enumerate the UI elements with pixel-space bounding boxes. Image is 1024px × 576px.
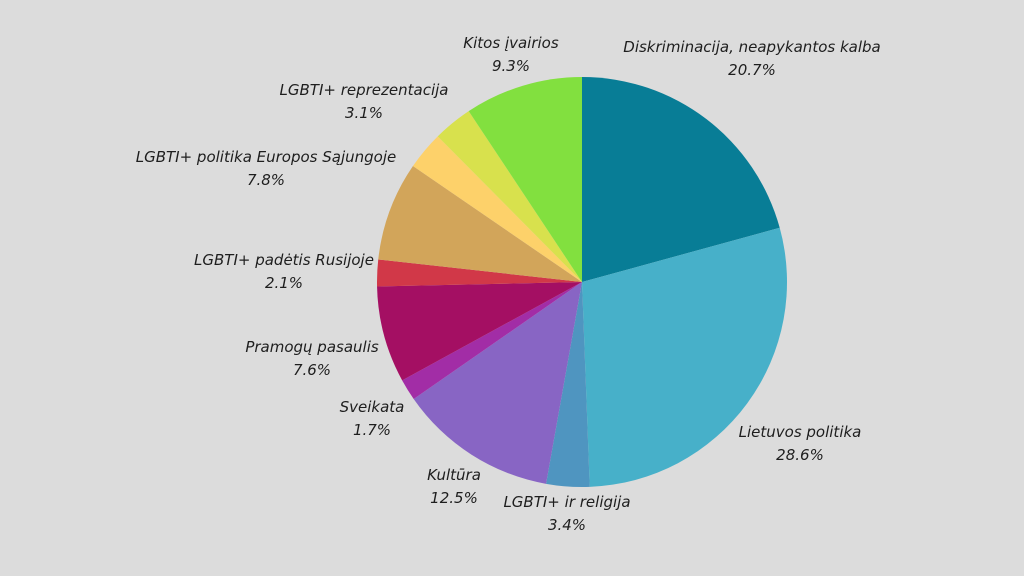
slice-label: LGBTI+ politika Europos Sąjungoje	[136, 148, 397, 166]
slice-percentage: 28.6%	[776, 446, 824, 464]
slice-label: LGBTI+ reprezentacija	[280, 81, 449, 99]
slice-percentage: 9.3%	[492, 57, 530, 75]
pie-slice-9	[437, 111, 582, 283]
slice-percentage: 3.1%	[345, 104, 383, 122]
pie-slice-8	[412, 136, 582, 282]
slice-percentage: 20.7%	[728, 61, 776, 79]
slice-percentage: 1.7%	[353, 421, 391, 439]
slice-label: Kultūra	[427, 466, 481, 484]
slice-percentage: 3.4%	[548, 516, 586, 534]
pie-slice-1	[582, 227, 788, 487]
pie-slice-0	[582, 77, 780, 282]
slice-label: LGBTI+ padėtis Rusijoje	[194, 251, 374, 269]
slice-percentage: 2.1%	[265, 274, 303, 292]
pie-slice-5	[377, 282, 582, 381]
slice-label: Pramogų pasaulis	[245, 338, 379, 356]
pie-slice-2	[546, 282, 590, 487]
pie-slice-4	[402, 282, 582, 400]
pie-slice-7	[378, 166, 582, 282]
slice-label: Sveikata	[340, 398, 405, 416]
slice-percentage: 12.5%	[430, 489, 478, 507]
slice-percentage: 7.6%	[293, 361, 331, 379]
slice-label: LGBTI+ ir religija	[503, 493, 630, 511]
slice-label: Diskriminacija, neapykantos kalba	[623, 38, 880, 56]
pie-slice-10	[468, 77, 582, 282]
pie-slice-3	[413, 282, 582, 484]
pie-slice-6	[376, 259, 582, 287]
slice-percentage: 7.8%	[247, 171, 285, 189]
slice-label: Lietuvos politika	[739, 423, 862, 441]
slice-label: Kitos įvairios	[463, 34, 559, 52]
